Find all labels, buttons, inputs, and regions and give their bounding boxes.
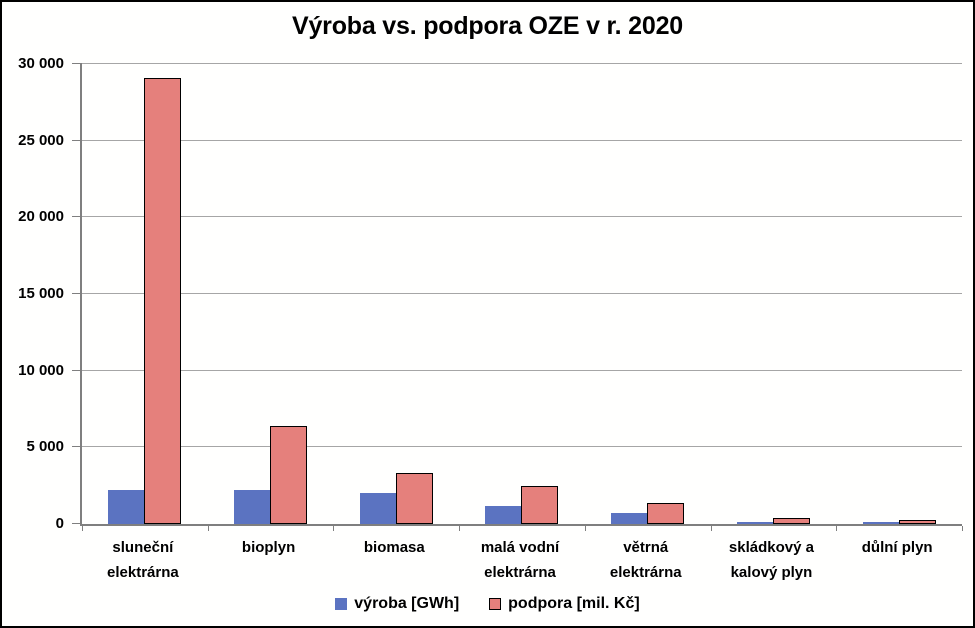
legend-label-podpora: podpora [mil. Kč] bbox=[508, 595, 640, 612]
gridline bbox=[82, 446, 962, 448]
y-axis-tick bbox=[72, 293, 82, 294]
bar-group-7 bbox=[836, 64, 962, 524]
x-axis-tick bbox=[836, 526, 838, 531]
x-axis-tick bbox=[459, 526, 461, 531]
y-axis-tick-label: 20 000 bbox=[18, 208, 64, 226]
podpora-swatch-icon bbox=[489, 598, 502, 610]
x-axis-label-3: biomasa bbox=[363, 539, 425, 556]
x-axis-tick bbox=[962, 526, 963, 531]
bar-vyroba-2 bbox=[234, 489, 271, 524]
y-axis-tick-label: 10 000 bbox=[18, 361, 64, 379]
bar-group-2 bbox=[208, 64, 334, 524]
bar-vyroba-4 bbox=[485, 506, 522, 524]
gridline bbox=[82, 216, 962, 218]
y-axis-tick bbox=[72, 523, 82, 524]
gridline bbox=[82, 63, 962, 64]
bar-group-3 bbox=[333, 64, 459, 524]
bar-vyroba-1 bbox=[108, 490, 145, 524]
legend-label-vyroba: výroba [GWh] bbox=[354, 595, 460, 612]
y-axis-tick bbox=[72, 216, 82, 218]
bar-group-5 bbox=[585, 64, 711, 524]
bar-group-4 bbox=[459, 64, 585, 524]
bar-vyroba-6 bbox=[736, 522, 773, 524]
bar-vyroba-5 bbox=[611, 513, 648, 524]
bar-vyroba-3 bbox=[359, 493, 396, 524]
legend-item-podpora: podpora [mil. Kč] bbox=[489, 595, 640, 613]
x-axis-label-1: sluneční elektrárna bbox=[107, 539, 179, 581]
bar-group-6 bbox=[711, 64, 837, 524]
y-axis-tick-label: 25 000 bbox=[18, 131, 64, 149]
x-axis-tick bbox=[584, 526, 586, 531]
bar-podpora-3 bbox=[395, 473, 433, 524]
x-axis-label-2: bioplyn bbox=[241, 539, 296, 556]
gridline bbox=[82, 293, 962, 294]
x-axis-label-5: větrná elektrárna bbox=[609, 539, 682, 581]
y-axis-tick bbox=[72, 446, 82, 448]
vyroba-swatch-icon bbox=[335, 598, 348, 610]
chart-title: Výroba vs. podpora OZE v r. 2020 bbox=[292, 12, 683, 40]
y-axis-labels: 0 5 000 10 000 15 000 20 000 25 000 30 000 bbox=[2, 56, 64, 532]
x-axis-label-7: důlní plyn bbox=[861, 539, 933, 556]
bar-group-1 bbox=[82, 64, 208, 524]
y-axis-tick-label: 0 bbox=[55, 515, 64, 532]
bar-podpora-4 bbox=[521, 486, 559, 524]
gridline bbox=[82, 139, 962, 141]
bar-podpora-6 bbox=[772, 517, 810, 524]
bar-podpora-1 bbox=[144, 77, 182, 524]
x-axis-label-6: skládkový a kalový plyn bbox=[728, 539, 814, 581]
plot-area bbox=[72, 63, 963, 531]
gridline bbox=[82, 369, 962, 371]
x-axis-tick bbox=[333, 526, 335, 531]
y-axis-tick-label: 30 000 bbox=[18, 55, 64, 72]
legend-item-vyroba: výroba [GWh] bbox=[335, 595, 459, 613]
y-axis-tick-label: 5 000 bbox=[26, 438, 64, 456]
x-axis-tick bbox=[710, 526, 712, 531]
bar-vyroba-7 bbox=[862, 521, 899, 524]
x-axis-tick bbox=[207, 526, 209, 531]
x-axis-labels: sluneční elektrárna bioplyn biomasa malá vod… bbox=[80, 535, 960, 585]
x-axis-label-4: malá vodní elektrárna bbox=[480, 539, 560, 581]
y-axis-tick bbox=[72, 139, 82, 141]
bar-podpora-5 bbox=[647, 502, 685, 524]
legend: výroba [GWh] podpora [mil. Kč] bbox=[2, 595, 973, 613]
bar-podpora-2 bbox=[270, 425, 308, 524]
y-axis-tick bbox=[72, 369, 82, 371]
y-axis-tick-label: 15 000 bbox=[18, 285, 64, 302]
y-axis-tick bbox=[72, 63, 82, 64]
bar-podpora-7 bbox=[898, 520, 936, 524]
x-axis-tick bbox=[82, 526, 83, 531]
